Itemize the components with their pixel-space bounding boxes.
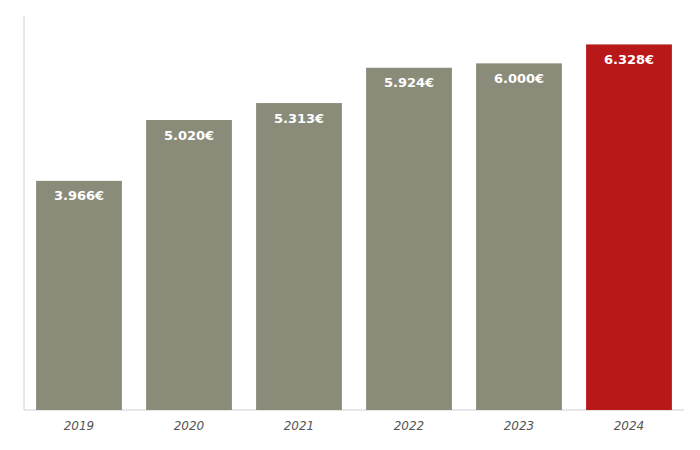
bar [476,63,562,410]
data-label: 3.966€ [54,188,104,203]
x-tick-label: 2019 [64,419,95,433]
x-tick-label: 2023 [504,419,535,433]
x-tick-label: 2020 [174,419,205,433]
y-axis-line [24,16,25,410]
page: {"chart_data": {"type": "bar", "categori… [0,0,700,450]
bar [146,120,232,410]
bar [36,181,122,410]
data-label: 6.328€ [604,52,654,67]
bars [36,44,672,410]
chart-container: 3.966€ 5.020€ 5.313€ 5.924€ 6.000€ 6.328€ 2019… [0,0,700,450]
bar [586,44,672,410]
x-axis-line [24,410,684,411]
x-tick-label: 2022 [394,419,425,433]
bar [366,68,452,410]
data-label: 5.924€ [384,75,434,90]
x-tick-label: 2024 [614,419,645,433]
data-label: 5.313€ [274,111,324,126]
bar [256,103,342,410]
x-tick-label: 2021 [284,419,315,433]
chart-svg: 3.966€ 5.020€ 5.313€ 5.924€ 6.000€ 6.328€ 2019… [0,0,700,450]
data-label: 5.020€ [164,128,214,143]
data-label: 6.000€ [494,71,544,86]
